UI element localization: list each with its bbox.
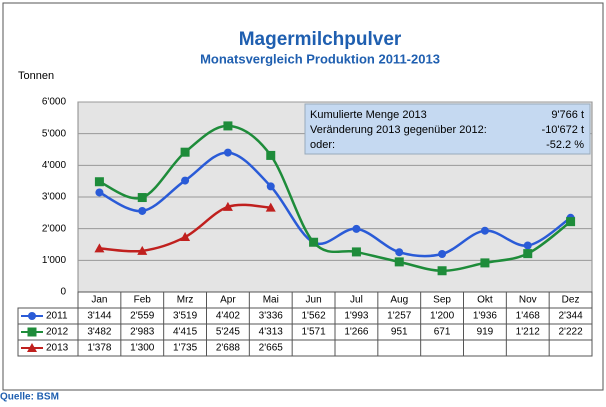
table-value: 1'571 <box>302 327 327 338</box>
annotation-label: Veränderung 2013 gegenüber 2012: <box>310 124 487 136</box>
y-tick-label: 5'000 <box>42 128 67 139</box>
source: Quelle: BSM <box>0 392 59 402</box>
table-value: 2'688 <box>216 343 241 354</box>
data-point <box>523 249 533 259</box>
data-point <box>480 258 490 268</box>
data-point <box>566 217 576 227</box>
chart-subtitle: Monatsvergleich Produktion 2011-2013 <box>200 51 440 66</box>
table-value: 4'415 <box>173 327 198 338</box>
annotation-box <box>304 103 591 155</box>
table-value: 1'266 <box>344 327 369 338</box>
data-point <box>523 241 532 250</box>
y-tick-label: 4'000 <box>42 160 67 171</box>
table-value: 1'378 <box>87 343 112 354</box>
data-point <box>266 182 275 191</box>
y-tick-label: 1'000 <box>42 255 67 266</box>
table-value: 1'257 <box>387 311 412 322</box>
x-tick-label: Mai <box>263 295 279 306</box>
data-point <box>394 257 404 267</box>
legend-marker <box>27 343 37 352</box>
x-tick-label: Aug <box>390 295 408 306</box>
data-point <box>137 193 147 203</box>
legend-label: 2011 <box>46 311 68 322</box>
legend-marker <box>28 312 36 320</box>
data-point <box>223 148 232 157</box>
y-tick-label: 2'000 <box>42 223 67 234</box>
y-tick-label: 6'000 <box>42 97 67 108</box>
data-point <box>222 201 233 211</box>
data-point <box>480 226 489 235</box>
x-tick-label: Nov <box>519 295 537 306</box>
x-tick-label: Jan <box>91 295 107 306</box>
table-value: 1'735 <box>173 343 198 354</box>
y-axis-label: Tonnen <box>18 70 54 82</box>
chart-title: Magermilchpulver <box>239 29 402 50</box>
x-tick-label: Okt <box>477 295 493 306</box>
data-point <box>223 121 233 131</box>
table-value: 5'245 <box>216 327 241 338</box>
table-value: 2'222 <box>559 327 584 338</box>
x-tick-label: Dez <box>562 295 580 306</box>
table-value: 919 <box>477 327 494 338</box>
data-point <box>395 248 404 257</box>
table-value: 2'983 <box>130 327 155 338</box>
annotation-value: -52.2 % <box>546 139 584 151</box>
annotation-value: 9'766 t <box>551 109 584 121</box>
data-point <box>265 202 276 212</box>
table-value: 1'468 <box>516 311 541 322</box>
legend-label: 2013 <box>46 343 69 354</box>
table-value: 1'300 <box>130 343 155 354</box>
data-point <box>180 147 190 157</box>
table-value: 4'402 <box>216 311 241 322</box>
table-value: 3'144 <box>87 311 112 322</box>
table-value: 1'936 <box>473 311 498 322</box>
x-tick-label: Jul <box>350 295 363 306</box>
x-tick-label: Jun <box>306 295 322 306</box>
data-point <box>94 243 105 253</box>
table-value: 2'559 <box>130 311 155 322</box>
data-point <box>309 237 319 247</box>
data-point <box>352 224 361 233</box>
y-tick-label: 0 <box>60 287 66 298</box>
annotation-label: oder: <box>310 139 335 151</box>
annotation-label: Kumulierte Menge 2013 <box>310 109 427 121</box>
table-value: 951 <box>391 327 408 338</box>
table-value: 4'313 <box>259 327 284 338</box>
table-value: 3'519 <box>173 311 198 322</box>
x-tick-label: Mrz <box>177 295 194 306</box>
data-point <box>437 266 447 276</box>
data-point <box>438 250 447 258</box>
table-value: 1'562 <box>302 311 327 322</box>
table-value: 3'482 <box>87 327 112 338</box>
table-value: 2'344 <box>559 311 584 322</box>
table-value: 1'200 <box>430 311 455 322</box>
x-tick-label: Sep <box>433 295 451 306</box>
x-tick-label: Feb <box>134 295 152 306</box>
legend-marker <box>27 327 37 337</box>
data-point <box>181 176 190 185</box>
data-point <box>95 188 104 197</box>
legend-label: 2012 <box>46 327 69 338</box>
table-value: 1'993 <box>344 311 369 322</box>
table-value: 1'212 <box>516 327 541 338</box>
data-point <box>138 206 147 215</box>
annotation-value: -10'672 t <box>542 124 584 136</box>
table-row <box>17 339 593 357</box>
data-point <box>180 232 191 242</box>
data-point <box>137 245 148 255</box>
data-point <box>266 150 276 160</box>
data-point <box>94 177 104 187</box>
x-tick-label: Apr <box>220 295 236 306</box>
data-point <box>351 247 361 257</box>
table-value: 2'665 <box>259 343 284 354</box>
table-value: 671 <box>434 327 451 338</box>
y-tick-label: 3'000 <box>42 192 67 203</box>
table-value: 3'336 <box>259 311 284 322</box>
